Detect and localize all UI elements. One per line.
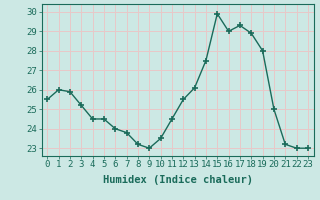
X-axis label: Humidex (Indice chaleur): Humidex (Indice chaleur) bbox=[103, 175, 252, 185]
